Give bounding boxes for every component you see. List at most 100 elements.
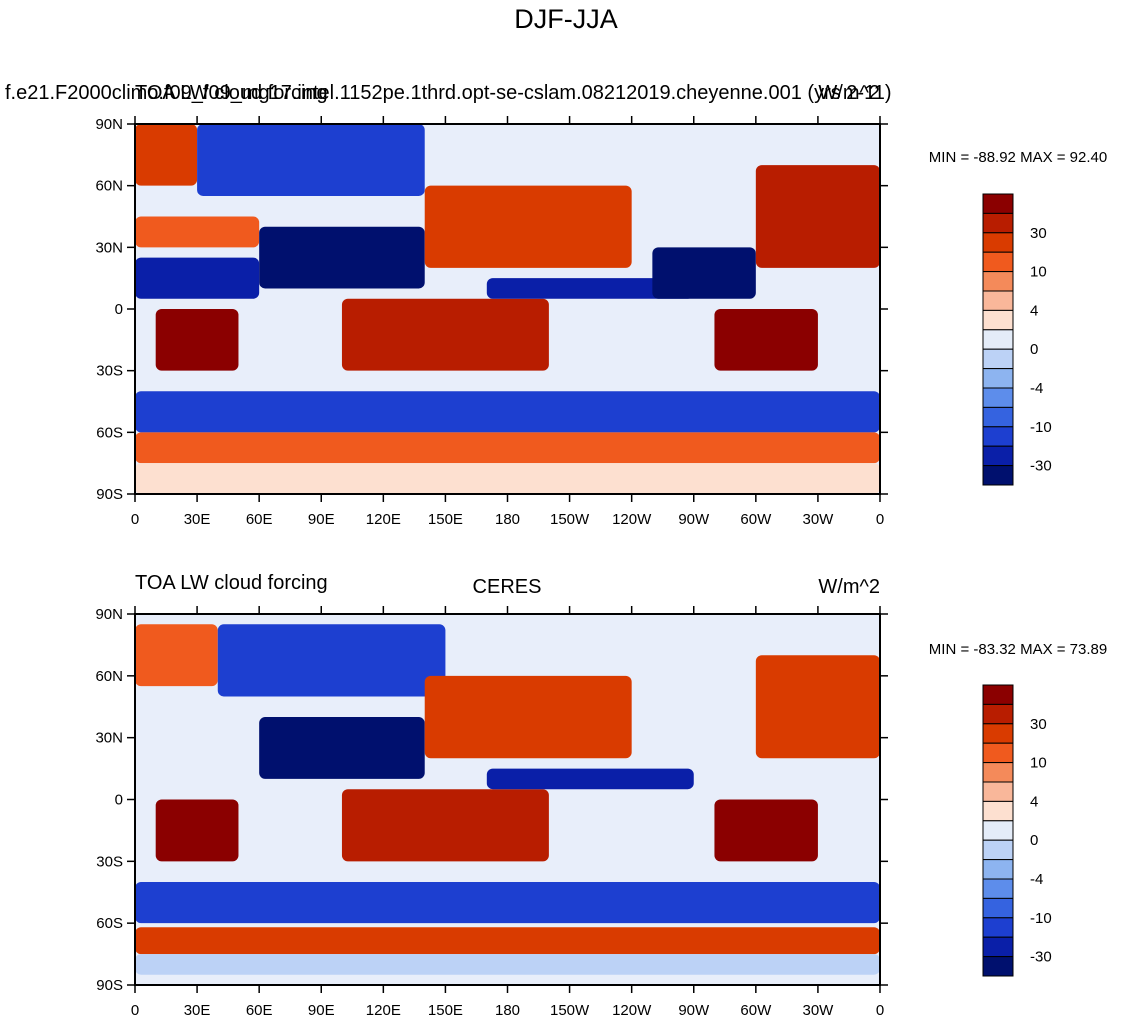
- panel-bottom-stats: MIN = -83.32 MAX = 73.89: [929, 641, 1107, 658]
- x-tick-label: 120E: [366, 511, 401, 528]
- x-tick-label: 30E: [184, 1002, 211, 1019]
- colorbar-cell: [982, 193, 1014, 214]
- colorbar-cell: [982, 820, 1014, 841]
- figure-title: DJF-JJA: [514, 4, 618, 34]
- colorbar-cell: [982, 917, 1014, 938]
- colorbar-label: 30: [1030, 225, 1047, 242]
- x-tick-label: 90E: [308, 511, 335, 528]
- field-region: [424, 675, 632, 759]
- y-tick-label: 60N: [95, 668, 123, 685]
- field-region: [486, 768, 694, 790]
- colorbar-cell: [982, 956, 1014, 977]
- colorbar-label: -4: [1030, 380, 1043, 397]
- x-tick-label: 0: [876, 1002, 884, 1019]
- field-region: [135, 124, 198, 186]
- x-tick-label: 30E: [184, 511, 211, 528]
- x-tick-label: 90W: [678, 1002, 710, 1019]
- map-field-bottom: [135, 614, 880, 985]
- y-tick-label: 90N: [95, 606, 123, 623]
- x-tick-label: 180: [495, 1002, 520, 1019]
- x-tick-label: 30W: [802, 511, 834, 528]
- colorbar-label: 4: [1030, 793, 1038, 810]
- x-tick-label: 150W: [550, 1002, 590, 1019]
- x-tick-label: 120W: [612, 511, 652, 528]
- field-region: [197, 124, 425, 196]
- colorbar-cell: [982, 445, 1014, 467]
- colorbar-cell: [982, 271, 1014, 292]
- colorbar-cell: [982, 232, 1014, 253]
- field-region: [135, 432, 880, 464]
- field-region: [135, 463, 880, 494]
- colorbar-cell: [982, 251, 1014, 273]
- colorbar-label: 10: [1030, 264, 1047, 281]
- x-tick-label: 150E: [428, 511, 463, 528]
- colorbar-cell: [982, 348, 1014, 370]
- x-tick-label: 120E: [366, 1002, 401, 1019]
- x-tick-label: 0: [876, 511, 884, 528]
- x-tick-label: 60E: [246, 1002, 273, 1019]
- map-axes-bottom: 0 30E 60E 90E 120E 150E 180 150W 120W 90W 60W 30W 09…: [95, 606, 888, 1019]
- map-panel-bottom: TOA LW cloud forcing CERES W/m^2 0 30E 60E…: [95, 572, 1107, 1019]
- field-region: [755, 165, 880, 268]
- colorbar-label: 4: [1030, 302, 1038, 319]
- x-tick-label: 90W: [678, 511, 710, 528]
- field-region: [714, 799, 818, 862]
- colorbar-cell: [982, 368, 1014, 389]
- colorbar-label: 0: [1030, 832, 1038, 849]
- colorbar-cell: [982, 781, 1014, 802]
- panel-top-stats: MIN = -88.92 MAX = 92.40: [929, 149, 1107, 166]
- map-axes-top: 0 30E 60E 90E 120E 150E 180 150W 120W 90W 60W 30W 09…: [95, 116, 888, 528]
- colorbar-cell: [982, 839, 1014, 861]
- colorbar-cell: [982, 936, 1014, 958]
- field-region: [755, 655, 880, 759]
- colorbar-cell: [982, 723, 1014, 744]
- field-region: [155, 799, 239, 862]
- colorbar-cell: [982, 465, 1014, 486]
- panel-top-units: W/m^2: [818, 82, 880, 104]
- colorbar-cell: [982, 290, 1014, 311]
- colorbar-cell: [982, 329, 1014, 350]
- x-tick-label: 60W: [740, 511, 772, 528]
- panel-top-left-title: TOA LW cloud forcing: [135, 82, 328, 104]
- map-field-top: [135, 124, 880, 494]
- colorbar-bottom: 30 10 4 0 -4 -10 -30: [982, 684, 1052, 977]
- field-region: [135, 927, 880, 955]
- colorbar-label: 30: [1030, 716, 1047, 733]
- colorbar-cell: [982, 703, 1014, 725]
- field-region: [135, 391, 880, 433]
- field-region: [155, 309, 239, 371]
- colorbar-label: 10: [1030, 755, 1047, 772]
- colorbar-top: 30 10 4 0 -4 -10 -30: [982, 193, 1052, 486]
- x-tick-label: 30W: [802, 1002, 834, 1019]
- colorbar-cell: [982, 387, 1014, 408]
- x-tick-label: 0: [131, 1002, 139, 1019]
- colorbar-cell: [982, 684, 1014, 705]
- colorbar-cell: [982, 309, 1014, 331]
- x-tick-label: 60W: [740, 1002, 772, 1019]
- colorbar-cell: [982, 762, 1014, 783]
- field-region: [135, 216, 260, 248]
- x-tick-label: 0: [131, 511, 139, 528]
- y-tick-label: 0: [115, 301, 123, 318]
- y-tick-label: 90S: [96, 977, 123, 994]
- y-tick-label: 90N: [95, 116, 123, 133]
- colorbar-cell: [982, 878, 1014, 899]
- y-tick-label: 0: [115, 792, 123, 809]
- field-region: [259, 226, 425, 289]
- colorbar-cell: [982, 897, 1014, 919]
- map-panel-top: TOA LW cloud forcing f.e21.F2000climo.f0…: [5, 82, 1107, 528]
- field-region: [424, 185, 632, 268]
- colorbar-label: 0: [1030, 341, 1038, 358]
- colorbar-label: -30: [1030, 949, 1052, 966]
- y-tick-label: 30N: [95, 730, 123, 747]
- panel-bottom-units: W/m^2: [818, 576, 880, 598]
- field-region: [135, 624, 218, 687]
- colorbar-cell: [982, 426, 1014, 447]
- colorbar-cell: [982, 742, 1014, 764]
- colorbar-label: -10: [1030, 419, 1052, 436]
- x-tick-label: 60E: [246, 511, 273, 528]
- colorbar-label: -10: [1030, 910, 1052, 927]
- field-region: [135, 954, 880, 975]
- y-tick-label: 60N: [95, 178, 123, 195]
